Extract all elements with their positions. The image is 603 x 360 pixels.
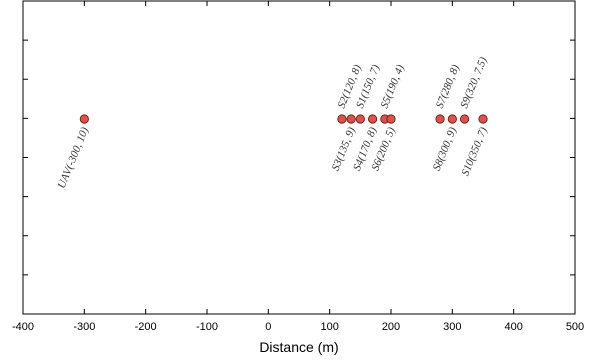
data-point <box>367 114 378 124</box>
data-point <box>346 114 356 124</box>
data-point <box>478 114 488 124</box>
x-tick-label: -300 <box>73 321 95 333</box>
data-point <box>435 114 445 124</box>
x-tick-label: 400 <box>504 321 522 333</box>
x-tick-label: 100 <box>320 321 338 333</box>
y-axis-ticks <box>23 39 575 276</box>
x-axis-tick-labels: -400 -300 -200 -100 0 100 200 300 400 500 <box>12 321 584 333</box>
x-tick-label: 500 <box>566 321 584 333</box>
data-point <box>355 114 365 124</box>
x-tick-label: -100 <box>196 321 218 333</box>
x-axis-ticks <box>22 1 576 314</box>
x-tick-label: 0 <box>265 321 271 333</box>
x-tick-label: -200 <box>135 321 157 333</box>
x-tick-label: 200 <box>382 321 400 333</box>
plot-area <box>22 0 576 315</box>
x-tick-label: 300 <box>443 321 461 333</box>
x-tick-label: -400 <box>12 321 34 333</box>
data-point <box>79 114 89 124</box>
x-axis-title: Distance (m) <box>259 339 338 355</box>
data-point <box>386 114 396 124</box>
data-point <box>447 114 457 124</box>
data-points <box>79 114 488 124</box>
data-point <box>337 114 347 124</box>
data-point <box>459 114 470 124</box>
